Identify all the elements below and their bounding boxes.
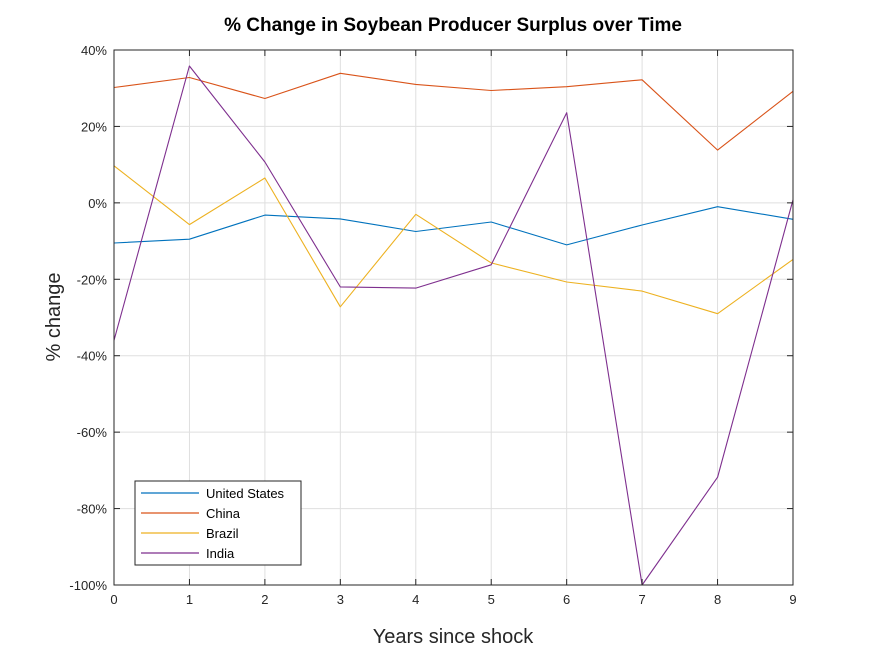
x-axis-label: Years since shock [373, 626, 534, 648]
series-line-china [113, 72, 794, 151]
chart-title: % Change in Soybean Producer Surplus ove… [224, 15, 682, 36]
x-tick-label: 6 [563, 592, 570, 607]
x-tick-label: 2 [261, 592, 268, 607]
x-tick-label: 0 [110, 592, 117, 607]
tick-marks [113, 49, 794, 586]
series-line-india [113, 65, 794, 586]
x-tick-label: 1 [186, 592, 193, 607]
x-tick-label: 9 [789, 592, 796, 607]
y-tick-labels: 40% 20% 0% -20% -40% -60% -80% -100% [69, 43, 107, 593]
legend-label: China [206, 506, 241, 521]
x-tick-label: 7 [638, 592, 645, 607]
x-tick-label: 5 [488, 592, 495, 607]
y-tick-label: 40% [81, 43, 107, 58]
series-line-united-states [113, 206, 794, 246]
series-lines [113, 65, 794, 586]
y-tick-label: -40% [77, 349, 108, 364]
series-line-brazil [113, 165, 794, 315]
y-tick-label: -100% [69, 578, 107, 593]
legend-label: India [206, 546, 235, 561]
x-tick-labels: 0 1 2 3 4 5 6 7 8 9 [110, 592, 796, 607]
axes-box [113, 49, 794, 586]
y-tick-label: -20% [77, 272, 108, 287]
y-tick-label: -60% [77, 425, 108, 440]
x-tick-label: 4 [412, 592, 419, 607]
y-tick-label: -80% [77, 502, 108, 517]
x-tick-label: 3 [337, 592, 344, 607]
legend-label: Brazil [206, 526, 239, 541]
y-tick-label: 20% [81, 119, 107, 134]
legend-label: United States [206, 486, 285, 501]
legend: United States China Brazil India [134, 480, 302, 566]
y-tick-label: 0% [88, 196, 107, 211]
x-tick-label: 8 [714, 592, 721, 607]
legend-box [134, 480, 302, 566]
y-axis-label: % change [43, 273, 65, 362]
